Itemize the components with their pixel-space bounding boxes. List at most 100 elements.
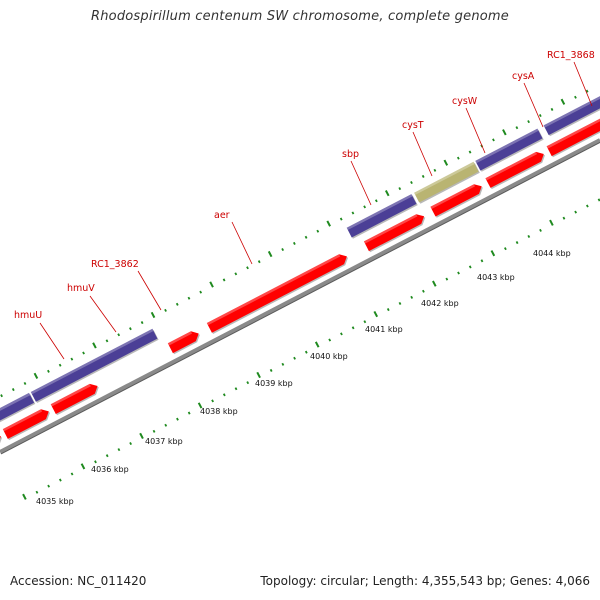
gene-bar-5: [543, 96, 600, 137]
outer-tick-row: [0, 89, 589, 398]
tick-mark: [209, 281, 214, 288]
feature-body: [430, 184, 482, 217]
scale-label: 4037 kbp: [145, 437, 183, 446]
feature-highlight: [363, 214, 418, 244]
tick-mark: [314, 341, 320, 348]
tick-mark: [70, 357, 74, 361]
tick-mark: [410, 295, 414, 299]
tick-mark: [0, 394, 3, 398]
tick-mark: [140, 321, 144, 325]
gene-bar-1: [0, 392, 36, 423]
tick-mark: [257, 260, 261, 264]
tick-mark: [480, 259, 484, 263]
scale-label: 4038 kbp: [200, 407, 238, 416]
tick-mark: [374, 199, 378, 203]
cds-arrow-5: [206, 254, 349, 334]
tick-mark: [351, 211, 355, 215]
tick-mark: [432, 280, 437, 287]
tick-mark: [23, 381, 27, 386]
tick-mark: [443, 159, 449, 166]
tick-mark: [267, 250, 273, 258]
tick-mark: [433, 168, 437, 172]
feature-highlight: [430, 184, 475, 209]
tick-mark: [176, 417, 179, 421]
gene-leader-line: [39, 322, 65, 360]
tick-mark: [597, 198, 600, 202]
tick-mark: [527, 234, 531, 238]
tick-mark: [373, 310, 379, 318]
tick-mark: [22, 493, 27, 500]
cds-arrow-6: [363, 214, 426, 253]
feature-highlight: [546, 118, 600, 149]
tick-mark: [105, 339, 109, 343]
feature-highlight: [30, 328, 154, 395]
feature-shadow: [0, 436, 3, 444]
gene-leader-line: [412, 131, 433, 177]
feature-body: [0, 392, 35, 421]
tick-mark: [326, 220, 331, 227]
feature-highlight: [2, 409, 43, 432]
feature-body: [475, 128, 543, 171]
scale-label: 4041 kbp: [365, 325, 403, 334]
gene-bar-3: [346, 194, 418, 239]
feature-highlight: [485, 151, 538, 181]
tick-mark: [328, 338, 332, 342]
gene-label-cysw: cysW: [452, 96, 478, 107]
tick-mark: [574, 210, 578, 214]
tick-mark: [539, 228, 542, 232]
tick-mark: [164, 423, 168, 427]
feature-body: [30, 328, 158, 402]
tick-mark: [316, 229, 320, 233]
tick-mark: [222, 278, 226, 282]
backbone-shadow: [0, 141, 600, 455]
tick-mark: [363, 320, 367, 324]
tick-mark: [340, 332, 343, 336]
tick-mark: [246, 381, 250, 385]
gene-bar-4: [475, 128, 544, 172]
gene-label-rc1-3868: RC1_3868: [547, 50, 595, 61]
tick-mark: [164, 308, 167, 312]
feature-body: [167, 331, 199, 354]
feature-highlight: [414, 161, 475, 195]
tick-mark: [398, 301, 402, 305]
tick-mark: [47, 484, 51, 488]
tick-mark: [504, 247, 507, 251]
tick-mark: [94, 460, 97, 464]
tick-mark: [58, 478, 62, 482]
olive-gene-bar: [414, 161, 480, 204]
tick-mark: [527, 120, 530, 124]
tick-mark: [211, 399, 214, 403]
tick-mark: [502, 129, 507, 136]
tick-mark: [421, 174, 425, 178]
tick-mark: [117, 333, 121, 337]
tick-mark: [468, 265, 472, 269]
tick-mark: [538, 114, 542, 118]
genome-summary-text: Topology: circular; Length: 4,355,543 bp…: [260, 574, 590, 588]
tick-mark: [187, 411, 191, 415]
scale-label: 4042 kbp: [421, 299, 459, 308]
tick-mark: [197, 402, 203, 409]
tick-mark: [560, 98, 566, 105]
tick-mark: [152, 429, 156, 433]
accession-text: Accession: NC_011420: [10, 574, 147, 588]
tick-mark: [47, 369, 50, 373]
gene-label-cyst: cysT: [402, 120, 424, 131]
tick-mark: [256, 371, 261, 379]
tick-mark: [410, 180, 413, 185]
gene-leader-line: [350, 160, 372, 206]
tick-mark: [304, 235, 308, 239]
tick-mark: [339, 217, 343, 221]
scale-label: 4035 kbp: [36, 497, 74, 506]
tick-mark: [234, 387, 238, 391]
tick-mark: [490, 250, 496, 257]
gene-label-rc1-3862: RC1_3862: [91, 259, 139, 270]
gene-leader-line: [573, 61, 593, 107]
cds-arrow-8: [485, 151, 545, 190]
inner-tick-row: [22, 198, 600, 500]
feature-highlight: [206, 254, 341, 326]
tick-mark: [457, 271, 460, 275]
feature-body: [50, 383, 98, 414]
feature-body: [543, 96, 600, 136]
scale-label: 4043 kbp: [477, 273, 515, 282]
